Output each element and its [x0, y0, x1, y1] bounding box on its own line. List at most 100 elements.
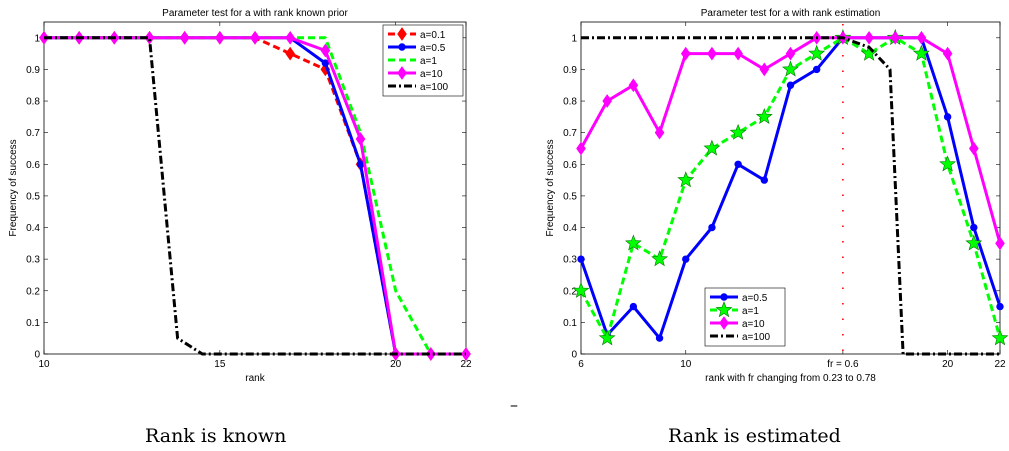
- x-axis-label: rank with fr changing from 0.23 to 0.78: [705, 373, 876, 384]
- y-tick-label: 0.7: [563, 128, 577, 139]
- legend-label: a=10: [420, 69, 443, 80]
- data-point-a-10: [995, 236, 1005, 251]
- x-tick-label: 6: [578, 359, 584, 370]
- data-point-a-1: [729, 123, 747, 140]
- x-tick-label: fr = 0.6: [827, 359, 859, 370]
- data-point-a-10: [628, 78, 639, 93]
- x-tick-label: 22: [460, 359, 472, 370]
- data-point-a-1: [651, 250, 669, 267]
- legend: a=0.5 a=1 a=10 a=100: [704, 287, 786, 347]
- data-point-a-10: [785, 46, 796, 61]
- data-point-a-1: [991, 329, 1009, 346]
- legend-marker: [398, 43, 406, 51]
- y-tick-label: 0.3: [26, 255, 40, 266]
- chart-title: Parameter test for a with rank estimatio…: [701, 8, 881, 19]
- x-tick-label: 20: [942, 359, 954, 370]
- series-a-10: [576, 30, 1005, 251]
- legend-box: [382, 24, 464, 97]
- x-tick-label: 20: [390, 359, 402, 370]
- x-tick-label: 22: [994, 359, 1006, 370]
- data-point-a-0-5: [734, 160, 742, 168]
- y-tick-label: 0: [571, 350, 577, 361]
- data-point-a-0-5: [812, 65, 821, 74]
- y-tick-label: 0.3: [563, 255, 577, 266]
- data-point-a-10: [285, 30, 295, 45]
- chart-left: 0 0.1 0.2 0.3 0.4 0.5 0.6 0.7 0.8 0.9 1 10 15 20 22 Par…: [8, 8, 472, 384]
- y-tick-label: 0.5: [26, 191, 40, 202]
- data-point-a-1: [755, 108, 773, 124]
- y-tick-label: 1: [571, 33, 577, 44]
- data-point-a-0-5: [655, 334, 664, 342]
- data-point-a-10: [576, 141, 586, 156]
- data-point-a-1: [912, 44, 930, 61]
- chart-title: Parameter test for a with rank known pri…: [162, 8, 348, 19]
- y-tick-label: 0.8: [563, 97, 577, 108]
- y-tick-label: 0.4: [563, 223, 577, 234]
- y-tick-label: 1: [34, 33, 40, 44]
- data-point-a-1: [703, 139, 721, 156]
- y-tick-label: 0.1: [563, 318, 577, 329]
- legend-label: a=1: [420, 56, 437, 67]
- data-point-a-1: [965, 234, 983, 251]
- series-a-100: [44, 36, 466, 356]
- data-point-a-0-5: [943, 113, 952, 121]
- data-point-a-0-5: [577, 255, 585, 263]
- data-point-a-0-5: [760, 176, 769, 184]
- chart-right: 0 0.1 0.2 0.3 0.4 0.5 0.6 0.7 0.8 0.9 1 6 10 20 22 fr =…: [545, 8, 1009, 384]
- y-tick-label: 0.2: [563, 286, 577, 297]
- legend-marker: [397, 66, 407, 80]
- x-tick-label: 10: [680, 359, 692, 370]
- x-tick-label: 15: [214, 359, 226, 370]
- series-a-100: [581, 36, 1000, 356]
- data-point-a-0-5: [321, 59, 330, 67]
- data-point-a-10: [602, 94, 612, 108]
- separator-mark: –: [510, 395, 518, 414]
- data-point-a-1: [939, 155, 956, 172]
- y-tick-label: 0: [34, 350, 40, 361]
- legend-marker: [720, 293, 728, 301]
- legend-label: a=10: [742, 319, 765, 330]
- data-point-a-10: [426, 347, 436, 361]
- y-tick-label: 0.8: [26, 97, 40, 108]
- x-axis-label: rank: [245, 373, 265, 384]
- x-tick-label: 10: [38, 359, 50, 370]
- data-point-a-0-5: [708, 223, 716, 232]
- data-point-a-1: [677, 171, 695, 188]
- data-point-a-10: [215, 30, 225, 45]
- series-line-a-100: [581, 36, 1000, 356]
- data-point-a-10: [916, 30, 927, 45]
- legend: a=0.1 a=0.5 a=1 a=10 a=100: [382, 24, 464, 97]
- data-point-a-0-5: [970, 223, 978, 232]
- data-point-a-0-5: [682, 255, 690, 263]
- data-point-a-1: [572, 281, 590, 298]
- legend-label: a=100: [742, 332, 771, 343]
- data-point-a-10: [144, 30, 155, 45]
- series-line-a-100: [44, 36, 466, 356]
- data-point-a-10: [680, 46, 691, 61]
- data-point-a-10: [654, 125, 665, 140]
- y-tick-label: 0.2: [26, 286, 40, 297]
- y-tick-label: 0.9: [563, 65, 577, 76]
- y-tick-label: 0.5: [563, 191, 577, 202]
- legend-label: a=1: [742, 306, 759, 317]
- y-tick-label: 0.9: [26, 65, 40, 76]
- legend-label: a=0.5: [420, 43, 446, 54]
- caption-left: Rank is known: [145, 425, 287, 447]
- data-point-a-10: [707, 46, 717, 61]
- data-point-a-1: [782, 60, 799, 77]
- data-point-a-0-5: [786, 81, 795, 89]
- data-point-a-0-5: [996, 302, 1004, 311]
- legend-label: a=0.1: [420, 30, 446, 41]
- legend-marker: [719, 316, 729, 330]
- plot-area: [580, 21, 1001, 355]
- y-tick-label: 0.6: [26, 160, 40, 171]
- y-tick-label: 0.6: [563, 160, 577, 171]
- data-point-a-10: [733, 46, 743, 61]
- data-point-a-10: [759, 62, 770, 77]
- data-point-a-10: [864, 30, 874, 45]
- data-point-a-1: [598, 329, 616, 346]
- data-point-a-10: [890, 30, 901, 45]
- legend-label: a=100: [420, 82, 449, 93]
- data-point-a-10: [969, 141, 979, 156]
